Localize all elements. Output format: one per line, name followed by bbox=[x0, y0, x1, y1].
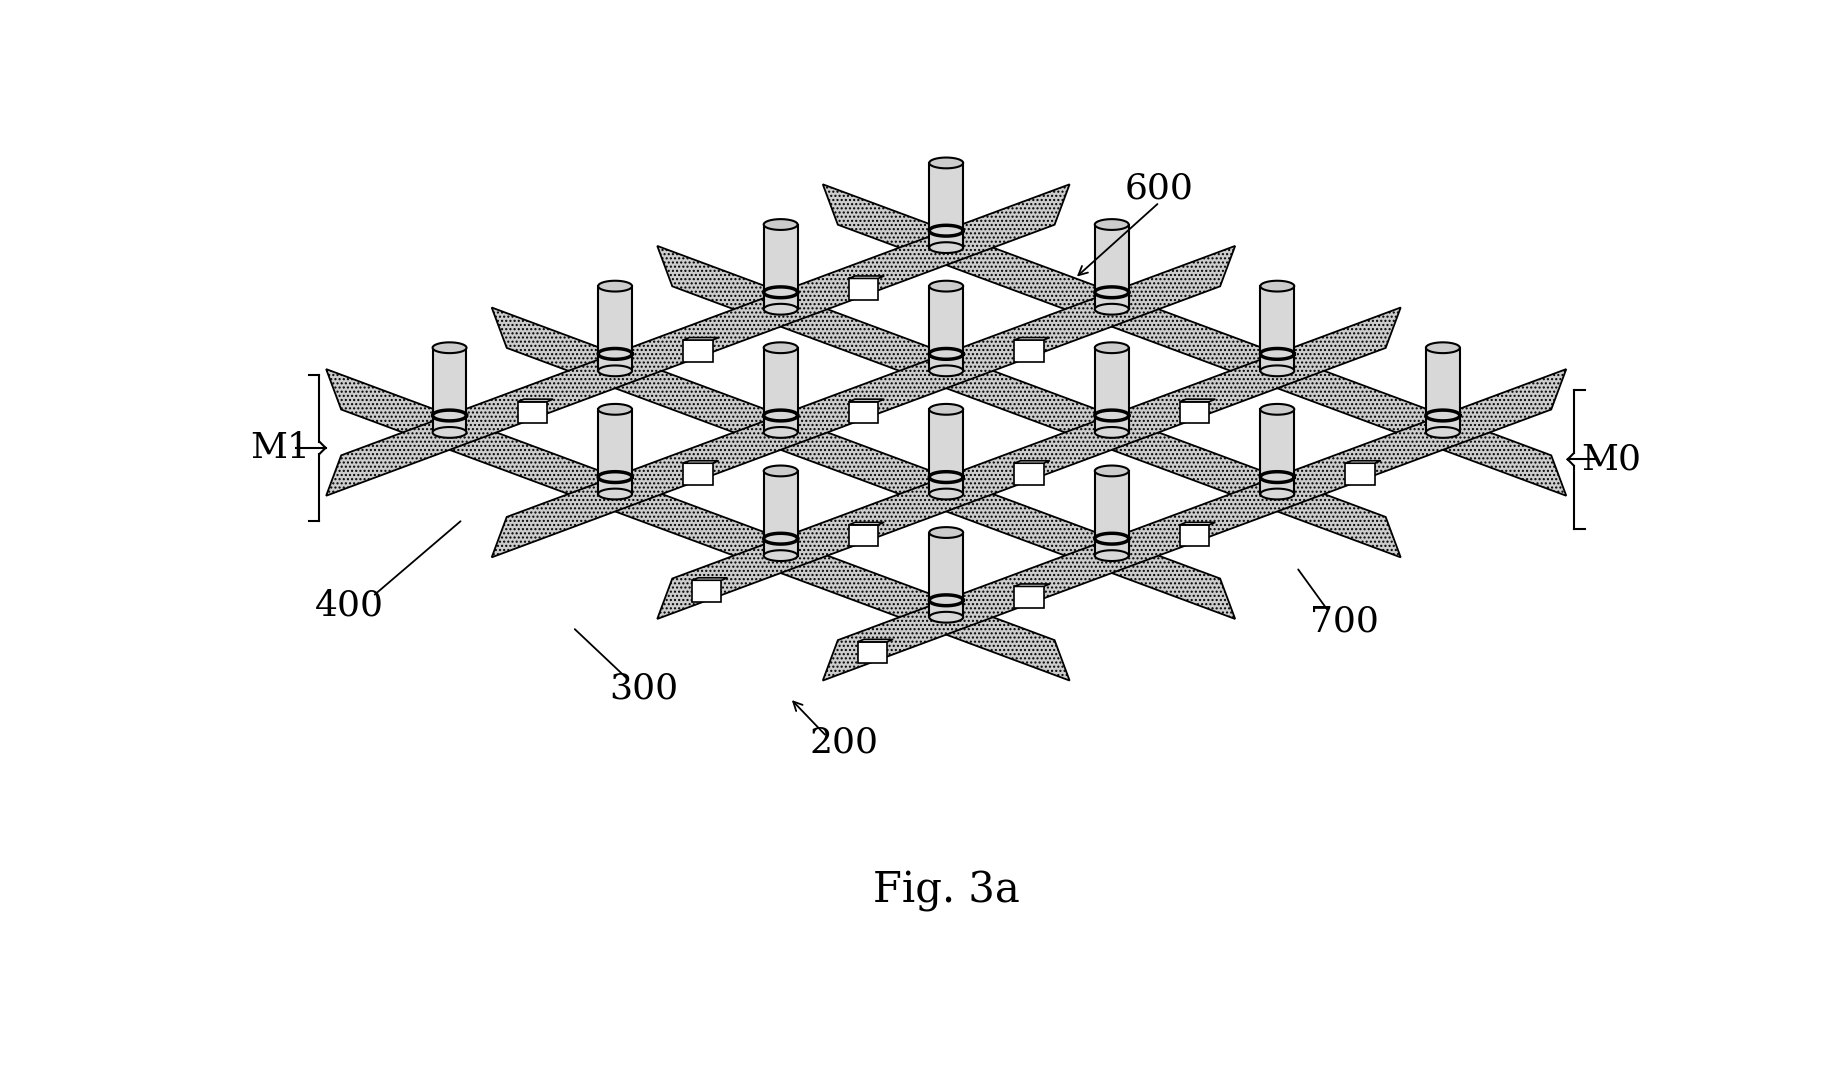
Polygon shape bbox=[763, 465, 798, 477]
Polygon shape bbox=[1426, 347, 1459, 433]
Polygon shape bbox=[1014, 338, 1049, 340]
Polygon shape bbox=[850, 276, 885, 278]
Polygon shape bbox=[598, 281, 632, 292]
Polygon shape bbox=[1260, 286, 1295, 371]
Polygon shape bbox=[491, 246, 1236, 557]
Polygon shape bbox=[1426, 342, 1459, 353]
Polygon shape bbox=[432, 347, 467, 433]
Polygon shape bbox=[432, 342, 467, 353]
Polygon shape bbox=[1014, 340, 1044, 361]
Polygon shape bbox=[1260, 281, 1295, 292]
Polygon shape bbox=[1095, 465, 1129, 477]
Text: Fig. 3a: Fig. 3a bbox=[874, 869, 1020, 912]
Polygon shape bbox=[1180, 399, 1215, 402]
Polygon shape bbox=[763, 427, 798, 438]
Polygon shape bbox=[1180, 523, 1215, 525]
Polygon shape bbox=[1014, 584, 1049, 587]
Polygon shape bbox=[598, 404, 632, 415]
Polygon shape bbox=[683, 340, 713, 361]
Polygon shape bbox=[1095, 342, 1129, 353]
Polygon shape bbox=[1095, 219, 1129, 230]
Polygon shape bbox=[1095, 471, 1129, 556]
Polygon shape bbox=[1014, 463, 1044, 484]
Polygon shape bbox=[929, 409, 962, 494]
Polygon shape bbox=[327, 184, 1069, 496]
Text: M0: M0 bbox=[1581, 443, 1642, 477]
Text: 700: 700 bbox=[1310, 604, 1378, 638]
Polygon shape bbox=[763, 224, 798, 309]
Polygon shape bbox=[598, 366, 632, 376]
Polygon shape bbox=[929, 611, 962, 622]
Polygon shape bbox=[763, 471, 798, 556]
Polygon shape bbox=[1014, 461, 1049, 463]
Polygon shape bbox=[1095, 347, 1129, 433]
Text: 200: 200 bbox=[809, 726, 879, 760]
Polygon shape bbox=[857, 641, 887, 664]
Polygon shape bbox=[693, 578, 728, 580]
Polygon shape bbox=[929, 286, 962, 371]
Text: 600: 600 bbox=[1125, 171, 1193, 205]
Polygon shape bbox=[683, 338, 718, 340]
Polygon shape bbox=[929, 532, 962, 617]
Polygon shape bbox=[1260, 409, 1295, 494]
Polygon shape bbox=[1014, 587, 1044, 608]
Polygon shape bbox=[1426, 427, 1459, 438]
Polygon shape bbox=[763, 342, 798, 353]
Polygon shape bbox=[857, 639, 894, 641]
Polygon shape bbox=[1260, 489, 1295, 499]
Polygon shape bbox=[850, 402, 877, 423]
Polygon shape bbox=[327, 369, 1069, 681]
Polygon shape bbox=[1260, 404, 1295, 415]
Polygon shape bbox=[1095, 304, 1129, 314]
Polygon shape bbox=[598, 489, 632, 499]
Text: 400: 400 bbox=[316, 589, 384, 622]
Polygon shape bbox=[1180, 525, 1210, 546]
Polygon shape bbox=[929, 157, 962, 168]
Polygon shape bbox=[1095, 551, 1129, 561]
Polygon shape bbox=[929, 527, 962, 538]
Polygon shape bbox=[693, 580, 722, 602]
Polygon shape bbox=[929, 243, 962, 253]
Polygon shape bbox=[432, 427, 467, 438]
Polygon shape bbox=[1180, 402, 1210, 423]
Polygon shape bbox=[763, 347, 798, 433]
Polygon shape bbox=[683, 461, 718, 463]
Text: 300: 300 bbox=[610, 671, 678, 706]
Polygon shape bbox=[822, 184, 1566, 496]
Polygon shape bbox=[1095, 224, 1129, 309]
Polygon shape bbox=[658, 308, 1400, 619]
Polygon shape bbox=[658, 246, 1400, 557]
Polygon shape bbox=[850, 523, 885, 525]
Polygon shape bbox=[491, 308, 1236, 619]
Polygon shape bbox=[517, 399, 552, 402]
Polygon shape bbox=[1095, 427, 1129, 438]
Polygon shape bbox=[763, 219, 798, 230]
Polygon shape bbox=[929, 281, 962, 292]
Polygon shape bbox=[850, 278, 877, 300]
Polygon shape bbox=[929, 162, 962, 248]
Polygon shape bbox=[929, 366, 962, 376]
Polygon shape bbox=[1345, 461, 1382, 463]
Polygon shape bbox=[850, 399, 885, 402]
Polygon shape bbox=[1260, 366, 1295, 376]
Polygon shape bbox=[598, 409, 632, 494]
Polygon shape bbox=[850, 525, 877, 546]
Polygon shape bbox=[683, 463, 713, 484]
Polygon shape bbox=[1345, 463, 1374, 484]
Polygon shape bbox=[517, 402, 547, 423]
Polygon shape bbox=[929, 489, 962, 499]
Polygon shape bbox=[598, 286, 632, 371]
Polygon shape bbox=[822, 369, 1566, 681]
Polygon shape bbox=[763, 551, 798, 561]
Polygon shape bbox=[929, 404, 962, 415]
Text: M1: M1 bbox=[249, 431, 310, 465]
Polygon shape bbox=[763, 304, 798, 314]
